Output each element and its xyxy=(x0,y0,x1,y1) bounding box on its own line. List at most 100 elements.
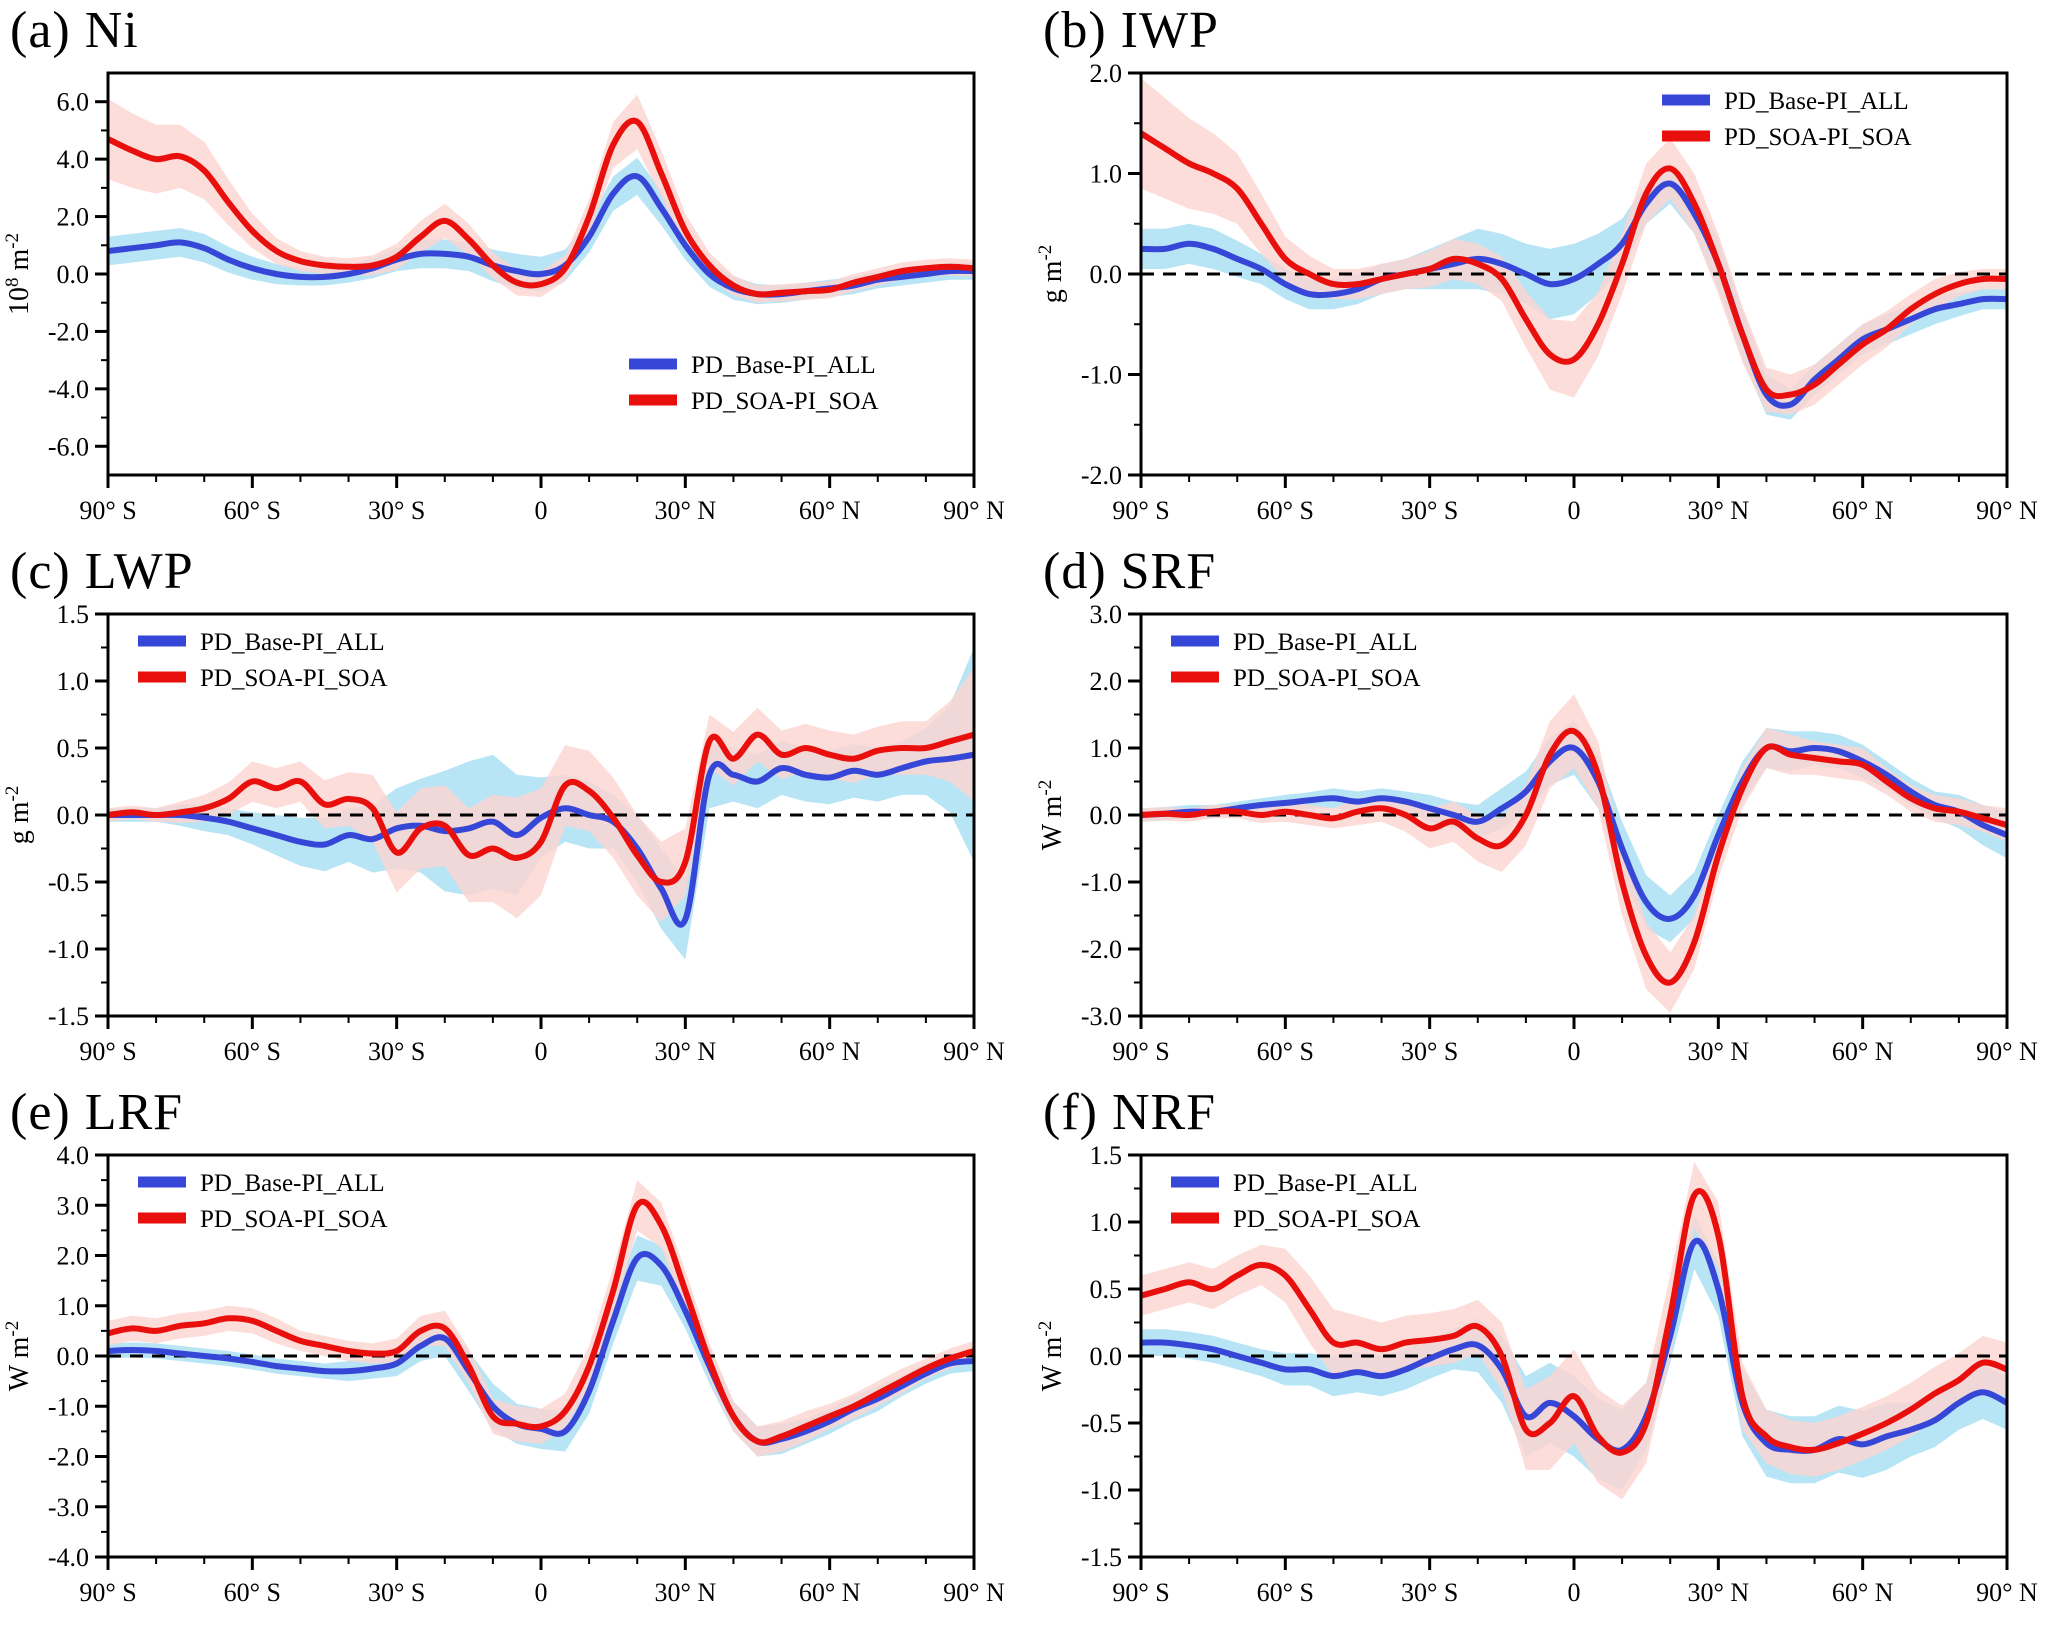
series-line-red xyxy=(108,731,974,886)
y-tick-label: -1.0 xyxy=(48,1392,89,1421)
uncertainty-band-red xyxy=(1141,1161,2007,1499)
x-tick-label: 30° N xyxy=(1687,1037,1749,1066)
legend-label: PD_Base-PI_ALL xyxy=(1233,629,1418,656)
y-tick-label: 0.0 xyxy=(1090,1342,1123,1371)
y-tick-label: 0.0 xyxy=(1090,801,1123,830)
y-axis-label: W m-2 xyxy=(1037,1320,1068,1391)
plot-area xyxy=(108,1179,974,1457)
panel-e-chart: -4.0 -3.0 -2.0 -1.0 0.0 1.0 2.0 3.0 4.0 90° S 60° … xyxy=(4,1141,1005,1607)
y-axis-label: W m-2 xyxy=(4,1320,35,1391)
legend-label: PD_Base-PI_ALL xyxy=(691,352,876,379)
plot-area xyxy=(1141,693,2007,1013)
y-tick-label: 1.5 xyxy=(57,600,90,629)
x-tick-label: 30° S xyxy=(368,496,425,525)
plot-area xyxy=(108,94,974,304)
y-tick-label: 0.5 xyxy=(1090,1275,1123,1304)
x-tick-label: 30° S xyxy=(368,1578,425,1607)
y-tick-label: -1.5 xyxy=(48,1002,89,1031)
series-line-red xyxy=(1141,129,2007,399)
x-tick-label: 90° N xyxy=(1976,496,2038,525)
x-tick-label: 0 xyxy=(535,1037,548,1066)
x-tick-label: 90° S xyxy=(1112,1037,1169,1066)
series-line-blue xyxy=(108,751,974,928)
panel-d-title: (d) SRF xyxy=(1043,543,1217,600)
series-line-blue xyxy=(1141,180,2007,409)
y-tick-label: 1.0 xyxy=(57,1291,90,1320)
x-tick-label: 60° N xyxy=(1832,1037,1894,1066)
y-tick-label: 1.0 xyxy=(57,667,90,696)
x-tick-label: 30° N xyxy=(1687,1578,1749,1607)
y-tick-label: -0.5 xyxy=(48,868,89,897)
y-tick-label: -2.0 xyxy=(48,317,89,346)
panel-f-title: (f) NRF xyxy=(1043,1084,1217,1141)
panel-a-title: (a) Ni xyxy=(10,2,139,59)
y-tick-label: -2.0 xyxy=(1081,935,1122,964)
legend: PD_Base-PI_ALL PD_SOA-PI_SOA xyxy=(1662,88,1912,151)
y-tick-label: 1.0 xyxy=(1090,1208,1123,1237)
legend-label: PD_SOA-PI_SOA xyxy=(691,388,879,415)
y-axis-label: 108 m-2 xyxy=(4,233,35,315)
y-tick-label: -1.0 xyxy=(48,935,89,964)
y-tick-label: 2.0 xyxy=(1090,59,1123,88)
y-tick-label: -2.0 xyxy=(48,1442,89,1471)
y-tick-label: 0.5 xyxy=(57,734,90,763)
panel-a: (a) Ni -6.0 -4.0 -2.0 0.0 2.0 4.0 6.0 90° S 60° … xyxy=(0,0,1033,541)
uncertainty-band-blue xyxy=(1141,162,2007,420)
legend: PD_Base-PI_ALL PD_SOA-PI_SOA xyxy=(1171,1170,1421,1233)
y-tick-label: -3.0 xyxy=(1081,1002,1122,1031)
x-tick-label: 60° S xyxy=(1257,1578,1314,1607)
y-tick-label: 2.0 xyxy=(1090,667,1123,696)
plot-area xyxy=(1141,77,2007,420)
x-tick-label: 30° N xyxy=(654,1578,716,1607)
y-tick-label: -4.0 xyxy=(48,1543,89,1572)
y-tick-label: 0.0 xyxy=(57,260,90,289)
legend-label: PD_Base-PI_ALL xyxy=(200,1170,385,1197)
series-line-red xyxy=(108,1198,974,1445)
x-tick-label: 0 xyxy=(535,496,548,525)
panel-c-chart: -1.5 -1.0 -0.5 0.0 0.5 1.0 1.5 90° S 60° S 30° S 0… xyxy=(4,600,1005,1066)
plot-area xyxy=(108,647,974,960)
panel-f: (f) NRF -1.5 -1.0 -0.5 0.0 0.5 1.0 1.5 90° S 60°… xyxy=(1033,1082,2067,1623)
x-tick-label: 30° N xyxy=(654,1037,716,1066)
x-tick-label: 90° N xyxy=(943,496,1005,525)
panel-e: (e) LRF -4.0 -3.0 -2.0 -1.0 0.0 1.0 2.0 3.0 4.0 9… xyxy=(0,1082,1033,1623)
x-tick-label: 90° S xyxy=(79,1578,136,1607)
y-axis-label: g m-2 xyxy=(4,785,35,844)
x-tick-label: 0 xyxy=(1568,496,1581,525)
y-tick-label: 0.0 xyxy=(57,1342,90,1371)
legend: PD_Base-PI_ALL PD_SOA-PI_SOA xyxy=(629,352,879,415)
panel-f-chart: -1.5 -1.0 -0.5 0.0 0.5 1.0 1.5 90° S 60° S 30° S 0… xyxy=(1037,1141,2038,1607)
x-tick-label: 30° S xyxy=(1401,1037,1458,1066)
legend-label: PD_SOA-PI_SOA xyxy=(1233,1206,1421,1233)
x-tick-label: 90° S xyxy=(1112,496,1169,525)
x-tick-label: 90° N xyxy=(1976,1578,2038,1607)
y-tick-label: -1.0 xyxy=(1081,868,1122,897)
legend-label: PD_SOA-PI_SOA xyxy=(200,1206,388,1233)
legend: PD_Base-PI_ALL PD_SOA-PI_SOA xyxy=(138,1170,388,1233)
x-tick-label: 60° S xyxy=(224,1037,281,1066)
series-line-red xyxy=(108,117,974,298)
series-line-red xyxy=(1141,1187,2007,1456)
x-tick-label: 90° N xyxy=(943,1578,1005,1607)
x-tick-label: 90° N xyxy=(1976,1037,2038,1066)
y-tick-label: -1.0 xyxy=(1081,360,1122,389)
x-tick-label: 30° S xyxy=(1401,496,1458,525)
x-tick-label: 60° N xyxy=(1832,496,1894,525)
x-tick-label: 90° N xyxy=(943,1037,1005,1066)
x-tick-label: 90° S xyxy=(1112,1578,1169,1607)
series-line-blue xyxy=(1141,1237,2007,1454)
y-axis-label: g m-2 xyxy=(1037,244,1068,303)
x-tick-label: 60° S xyxy=(224,1578,281,1607)
legend-label: PD_SOA-PI_SOA xyxy=(1233,665,1421,692)
y-tick-label: 3.0 xyxy=(57,1191,90,1220)
panel-b-chart: -2.0 -1.0 0.0 1.0 2.0 90° S 60° S 30° S 0 30° N 60… xyxy=(1037,59,2038,525)
y-tick-label: 4.0 xyxy=(57,1141,90,1170)
y-tick-label: 6.0 xyxy=(57,87,90,116)
x-tick-label: 30° N xyxy=(1687,496,1749,525)
x-tick-label: 60° N xyxy=(799,1578,861,1607)
x-tick-label: 60° N xyxy=(1832,1578,1894,1607)
legend-label: PD_SOA-PI_SOA xyxy=(200,665,388,692)
y-tick-label: 4.0 xyxy=(57,145,90,174)
uncertainty-band-red xyxy=(108,667,974,922)
y-tick-label: 1.5 xyxy=(1090,1141,1123,1170)
